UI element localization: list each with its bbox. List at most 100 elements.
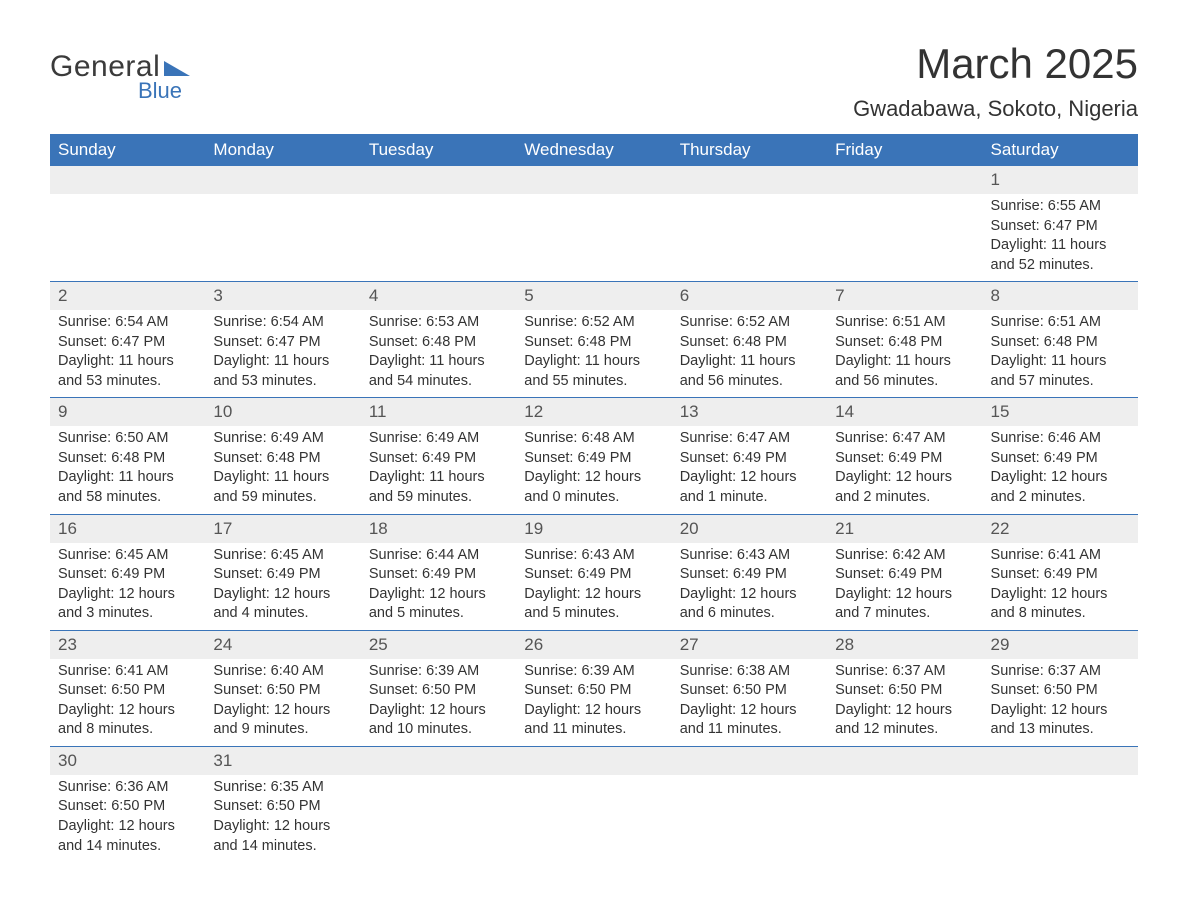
day-number: 4 xyxy=(361,282,516,310)
sunrise-line: Sunrise: 6:43 AM xyxy=(680,546,819,566)
day-number: 1 xyxy=(983,166,1138,194)
sunrise-line: Sunrise: 6:36 AM xyxy=(58,778,197,798)
day-number-cell: 18 xyxy=(361,514,516,542)
daylight-line: Daylight: 12 hours and 13 minutes. xyxy=(991,701,1130,740)
daylight-line: Daylight: 12 hours and 11 minutes. xyxy=(680,701,819,740)
day-content-cell: Sunrise: 6:35 AMSunset: 6:50 PMDaylight:… xyxy=(205,775,360,862)
sunrise-line: Sunrise: 6:39 AM xyxy=(369,662,508,682)
daylight-line: Daylight: 12 hours and 10 minutes. xyxy=(369,701,508,740)
sunset-line: Sunset: 6:47 PM xyxy=(58,333,197,353)
day-content-cell xyxy=(827,194,982,282)
day-number-cell xyxy=(50,166,205,194)
day-number-cell: 27 xyxy=(672,630,827,658)
day-content-cell: Sunrise: 6:55 AMSunset: 6:47 PMDaylight:… xyxy=(983,194,1138,282)
col-saturday: Saturday xyxy=(983,134,1138,166)
daylight-line: Daylight: 12 hours and 9 minutes. xyxy=(213,701,352,740)
sunrise-line: Sunrise: 6:50 AM xyxy=(58,429,197,449)
daylight-line: Daylight: 12 hours and 2 minutes. xyxy=(835,468,974,507)
day-content-cell: Sunrise: 6:38 AMSunset: 6:50 PMDaylight:… xyxy=(672,659,827,747)
sunrise-line: Sunrise: 6:43 AM xyxy=(524,546,663,566)
col-wednesday: Wednesday xyxy=(516,134,671,166)
day-number-cell: 10 xyxy=(205,398,360,426)
day-content-cell: Sunrise: 6:44 AMSunset: 6:49 PMDaylight:… xyxy=(361,543,516,631)
day-number: 23 xyxy=(50,631,205,659)
week-content-row: Sunrise: 6:54 AMSunset: 6:47 PMDaylight:… xyxy=(50,310,1138,398)
day-content-cell: Sunrise: 6:47 AMSunset: 6:49 PMDaylight:… xyxy=(827,426,982,514)
week-content-row: Sunrise: 6:41 AMSunset: 6:50 PMDaylight:… xyxy=(50,659,1138,747)
month-title: March 2025 xyxy=(853,40,1138,88)
week-daynum-row: 9101112131415 xyxy=(50,398,1138,426)
day-number-cell: 26 xyxy=(516,630,671,658)
day-number: 15 xyxy=(983,398,1138,426)
day-number-cell: 17 xyxy=(205,514,360,542)
sunset-line: Sunset: 6:47 PM xyxy=(991,217,1130,237)
sunset-line: Sunset: 6:50 PM xyxy=(213,797,352,817)
sunset-line: Sunset: 6:48 PM xyxy=(58,449,197,469)
day-number: 16 xyxy=(50,515,205,543)
sunrise-line: Sunrise: 6:40 AM xyxy=(213,662,352,682)
sunrise-line: Sunrise: 6:49 AM xyxy=(369,429,508,449)
day-number: 13 xyxy=(672,398,827,426)
daylight-line: Daylight: 11 hours and 58 minutes. xyxy=(58,468,197,507)
sunrise-line: Sunrise: 6:39 AM xyxy=(524,662,663,682)
daylight-line: Daylight: 11 hours and 56 minutes. xyxy=(680,352,819,391)
daylight-line: Daylight: 12 hours and 11 minutes. xyxy=(524,701,663,740)
sunset-line: Sunset: 6:48 PM xyxy=(524,333,663,353)
sunset-line: Sunset: 6:49 PM xyxy=(835,565,974,585)
sunrise-line: Sunrise: 6:42 AM xyxy=(835,546,974,566)
day-number-cell: 30 xyxy=(50,746,205,774)
sunset-line: Sunset: 6:48 PM xyxy=(991,333,1130,353)
sunset-line: Sunset: 6:50 PM xyxy=(58,681,197,701)
sunrise-line: Sunrise: 6:47 AM xyxy=(835,429,974,449)
daylight-line: Daylight: 11 hours and 59 minutes. xyxy=(213,468,352,507)
day-number-cell: 13 xyxy=(672,398,827,426)
daylight-line: Daylight: 12 hours and 7 minutes. xyxy=(835,585,974,624)
sunrise-line: Sunrise: 6:49 AM xyxy=(213,429,352,449)
day-number: 28 xyxy=(827,631,982,659)
day-content-cell: Sunrise: 6:45 AMSunset: 6:49 PMDaylight:… xyxy=(50,543,205,631)
day-number: 9 xyxy=(50,398,205,426)
week-daynum-row: 23242526272829 xyxy=(50,630,1138,658)
day-content-cell: Sunrise: 6:37 AMSunset: 6:50 PMDaylight:… xyxy=(983,659,1138,747)
sunrise-line: Sunrise: 6:51 AM xyxy=(991,313,1130,333)
sunrise-line: Sunrise: 6:55 AM xyxy=(991,197,1130,217)
day-number: 22 xyxy=(983,515,1138,543)
day-number: 26 xyxy=(516,631,671,659)
daylight-line: Daylight: 12 hours and 0 minutes. xyxy=(524,468,663,507)
location: Gwadabawa, Sokoto, Nigeria xyxy=(853,96,1138,122)
calendar-header-row: Sunday Monday Tuesday Wednesday Thursday… xyxy=(50,134,1138,166)
day-number: 10 xyxy=(205,398,360,426)
day-content-cell: Sunrise: 6:43 AMSunset: 6:49 PMDaylight:… xyxy=(516,543,671,631)
day-number: 29 xyxy=(983,631,1138,659)
daylight-line: Daylight: 11 hours and 54 minutes. xyxy=(369,352,508,391)
day-content-cell xyxy=(361,775,516,862)
daylight-line: Daylight: 11 hours and 57 minutes. xyxy=(991,352,1130,391)
day-number: 5 xyxy=(516,282,671,310)
day-content-cell xyxy=(672,775,827,862)
daylight-line: Daylight: 12 hours and 14 minutes. xyxy=(58,817,197,856)
day-number-cell xyxy=(672,746,827,774)
day-number: 21 xyxy=(827,515,982,543)
sunset-line: Sunset: 6:49 PM xyxy=(213,565,352,585)
sunset-line: Sunset: 6:49 PM xyxy=(835,449,974,469)
sunset-line: Sunset: 6:49 PM xyxy=(58,565,197,585)
day-number: 24 xyxy=(205,631,360,659)
sunset-line: Sunset: 6:48 PM xyxy=(369,333,508,353)
day-content-cell xyxy=(516,194,671,282)
day-content-cell: Sunrise: 6:39 AMSunset: 6:50 PMDaylight:… xyxy=(516,659,671,747)
sunrise-line: Sunrise: 6:41 AM xyxy=(58,662,197,682)
daylight-line: Daylight: 12 hours and 5 minutes. xyxy=(369,585,508,624)
sunrise-line: Sunrise: 6:41 AM xyxy=(991,546,1130,566)
sunset-line: Sunset: 6:50 PM xyxy=(369,681,508,701)
day-number-cell: 1 xyxy=(983,166,1138,194)
daylight-line: Daylight: 11 hours and 55 minutes. xyxy=(524,352,663,391)
header: General Blue March 2025 Gwadabawa, Sokot… xyxy=(50,40,1138,122)
day-number-cell: 20 xyxy=(672,514,827,542)
daylight-line: Daylight: 12 hours and 8 minutes. xyxy=(991,585,1130,624)
day-number-cell: 2 xyxy=(50,282,205,310)
day-number: 7 xyxy=(827,282,982,310)
daylight-line: Daylight: 12 hours and 8 minutes. xyxy=(58,701,197,740)
day-number-cell: 14 xyxy=(827,398,982,426)
day-content-cell xyxy=(516,775,671,862)
daylight-line: Daylight: 12 hours and 14 minutes. xyxy=(213,817,352,856)
